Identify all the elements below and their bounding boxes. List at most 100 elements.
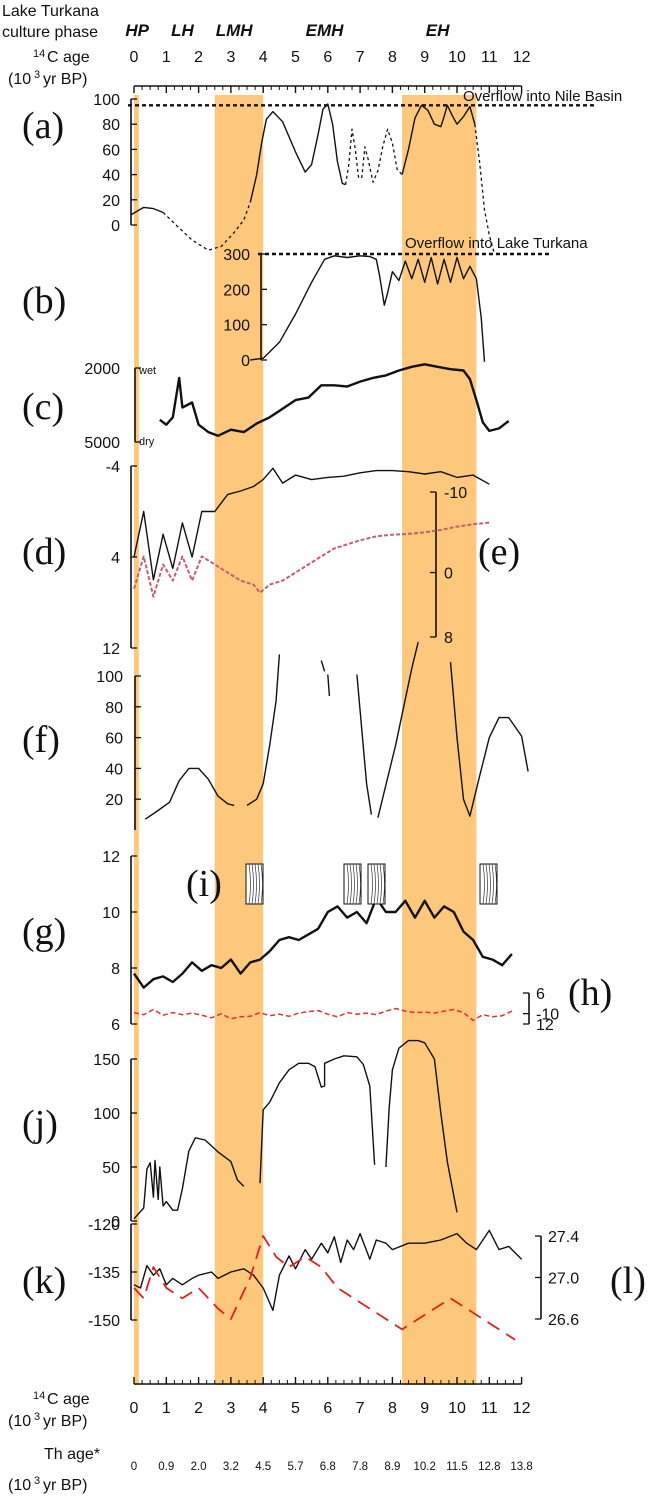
- th-tick-label-0: 0: [131, 1461, 137, 1473]
- series-a-dashed-1: [344, 128, 403, 185]
- y-tick-label-d-2: 12: [102, 641, 120, 658]
- culture-phases: HP LH LMH EMH EH: [125, 21, 450, 40]
- bottom-x-axis: 0 1 2 3 4 5 6 7 8 9 10 11 120 0.9 2.0 3.2 4.5 5.7 6.8 7.8 8.…: [130, 1377, 533, 1473]
- th-tick-label-12: 13.8: [510, 1461, 532, 1473]
- y-tick-label-b-2: 100: [223, 318, 250, 335]
- y-tick-label-a-3: 40: [102, 168, 120, 185]
- marker-box-3: [479, 863, 498, 905]
- top-x-axis: 0 1 2 3 4 5 6 7 8 9 10 11 12: [130, 49, 531, 93]
- annotation-a: Overflow into Nile Basin: [463, 88, 622, 105]
- series-f-solid-0: [144, 767, 235, 820]
- series-e-dashed-0: [133, 521, 490, 598]
- x-tick-label-7: 7: [356, 49, 365, 66]
- x-tick-label-12: 12: [513, 1400, 531, 1417]
- th-tick-label-2: 2.0: [191, 1461, 207, 1473]
- panel-label-d: (d): [22, 531, 66, 573]
- panel-label-h: (h): [568, 972, 612, 1014]
- marker-box-hatch: [379, 863, 382, 905]
- age-label-bottom-3: 3: [34, 1411, 40, 1423]
- age-label-top-1: C age: [47, 49, 90, 66]
- marker-box-hatch: [349, 863, 352, 905]
- y-tick-label-h-1: -10: [536, 1007, 559, 1024]
- panel-label-b: (b): [22, 280, 66, 322]
- x-tick-label-9: 9: [420, 49, 429, 66]
- series-f-solid-2: [320, 660, 326, 672]
- th-tick-label-8: 8.9: [384, 1461, 400, 1473]
- panel-label-l: (l): [610, 1260, 646, 1302]
- marker-box-hatch: [358, 863, 361, 905]
- age-label-top-4: yr BP): [43, 71, 87, 88]
- x-tick-label-6: 6: [323, 1400, 332, 1417]
- th-label-2: (10: [8, 1477, 31, 1494]
- marker-box-hatch: [376, 863, 379, 905]
- series-j-solid-1: [259, 1055, 376, 1184]
- marker-box-0: [245, 863, 264, 905]
- marker-box-hatch: [494, 863, 497, 905]
- series-j-solid-2: [385, 1039, 458, 1213]
- series-d-solid-0: [133, 467, 490, 581]
- c14-sup-top: 14: [33, 48, 45, 60]
- x-tick-label-4: 4: [259, 49, 268, 66]
- x-tick-label-3: 3: [226, 49, 235, 66]
- marker-box-hatch: [370, 863, 373, 905]
- culture-title-1: Lake Turkana: [2, 3, 99, 20]
- panel-b: (b) 300 200 100 0 Overflow into Lake Turkana: [22, 235, 588, 370]
- panel-label-i: (i): [186, 863, 222, 905]
- x-tick-label-0: 0: [130, 1400, 139, 1417]
- y-tick-label-j-1: 100: [93, 1106, 120, 1123]
- y-label-wet: wet: [138, 365, 156, 377]
- phase-hp: HP: [125, 21, 149, 40]
- th-label-4: yr BP): [43, 1477, 87, 1494]
- series-c-solid-0: [159, 363, 510, 437]
- panel-d: (d) -4 4 12: [22, 459, 490, 658]
- y-tick-label-a-2: 60: [102, 142, 120, 159]
- age-label-bottom-1: C age: [47, 1391, 90, 1408]
- age-label-bottom-4: yr BP): [43, 1413, 87, 1430]
- th-label-1: Th age*: [44, 1446, 100, 1463]
- culture-title-2: culture phase: [2, 24, 98, 41]
- marker-box-rect: [245, 863, 264, 905]
- marker-box-hatch: [254, 863, 257, 905]
- y-tick-label-b-0: 300: [223, 247, 250, 264]
- age-label-bottom-2: (10: [8, 1413, 31, 1430]
- marker-box-hatch: [485, 863, 488, 905]
- bottom-labels: 14 C age (10 3 yr BP) Th age* (10 3 yr B…: [8, 1390, 100, 1494]
- panel-l: (l) 27.4 27.0 26.6: [133, 1229, 646, 1341]
- y-tick-label-a-1: 80: [102, 117, 120, 134]
- panel-g: (g) 12 10 8 6: [22, 849, 513, 1034]
- marker-box-1: [343, 863, 362, 905]
- y-tick-label-e-0: -10: [444, 485, 467, 502]
- shaded-band-0: [134, 95, 139, 1385]
- x-tick-label-9: 9: [420, 1400, 429, 1417]
- series-f-solid-1: [246, 654, 281, 806]
- marker-box-hatch: [248, 863, 251, 905]
- y-tick-label-a-0: 100: [93, 92, 120, 109]
- panel-c: (c) 2000 5000 wet dry: [22, 361, 510, 452]
- series-f-solid-5: [377, 641, 419, 818]
- y-tick-label-f-1: 80: [105, 700, 123, 717]
- marker-box-hatch: [260, 863, 263, 905]
- y-tick-label-k-2: -150: [88, 1313, 120, 1330]
- marker-box-hatch: [382, 863, 385, 905]
- y-tick-label-c-0: 2000: [84, 361, 120, 378]
- th-tick-label-5: 5.7: [288, 1461, 304, 1473]
- marker-box-hatch: [491, 863, 494, 905]
- marker-box-hatch: [352, 863, 355, 905]
- y-tick-label-a-5: 0: [111, 218, 120, 235]
- panel-label-j: (j): [22, 1103, 58, 1145]
- y-tick-label-f-4: 20: [105, 792, 123, 809]
- x-tick-label-11: 11: [481, 49, 498, 66]
- th-tick-label-10: 11.5: [446, 1461, 468, 1473]
- x-tick-label-12: 12: [513, 49, 531, 66]
- x-tick-label-2: 2: [194, 49, 203, 66]
- panel-k: (k) -120 -135 -150: [22, 1217, 523, 1330]
- y-tick-label-b-1: 200: [223, 282, 250, 299]
- x-tick-label-7: 7: [356, 1400, 365, 1417]
- y-tick-label-d-1: 4: [111, 550, 120, 567]
- y-tick-label-g-3: 6: [111, 1017, 120, 1034]
- marker-box-hatch: [346, 863, 349, 905]
- x-tick-label-5: 5: [291, 49, 300, 66]
- y-tick-label-c-1: 5000: [84, 435, 120, 452]
- series-a-solid-0: [130, 206, 164, 216]
